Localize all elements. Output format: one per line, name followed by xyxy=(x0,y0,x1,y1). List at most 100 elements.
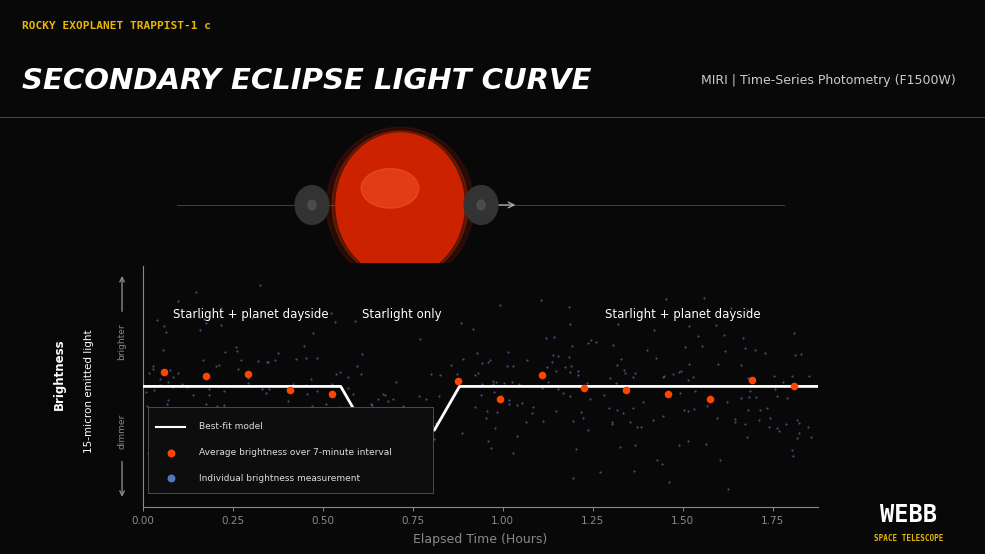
Point xyxy=(776,382,792,391)
Point xyxy=(152,417,167,425)
Point xyxy=(510,380,526,389)
Point xyxy=(213,321,229,330)
Point xyxy=(465,325,481,334)
Point xyxy=(565,474,581,483)
Point xyxy=(727,418,743,427)
Point xyxy=(658,295,674,304)
Point xyxy=(298,353,314,362)
Text: Individual brightness measurement: Individual brightness measurement xyxy=(199,474,361,483)
Point xyxy=(424,370,439,378)
Point xyxy=(198,319,214,327)
Point xyxy=(278,463,294,472)
Point xyxy=(302,420,318,429)
Point xyxy=(601,403,617,412)
Point xyxy=(741,373,756,382)
Point xyxy=(258,388,274,397)
Point xyxy=(742,392,757,401)
Point xyxy=(324,380,340,389)
Point xyxy=(159,327,174,336)
Point xyxy=(166,414,182,423)
Point xyxy=(328,370,344,379)
Point xyxy=(412,335,427,343)
Text: ROCKY EXOPLANET TRAPPIST-1 c: ROCKY EXOPLANET TRAPPIST-1 c xyxy=(22,21,211,31)
Point xyxy=(486,387,501,396)
Point xyxy=(209,402,225,411)
Point xyxy=(243,422,259,430)
Point xyxy=(160,377,175,386)
Point xyxy=(524,409,540,418)
Point xyxy=(485,377,500,386)
Point xyxy=(602,373,618,382)
Point xyxy=(626,467,642,476)
Point xyxy=(719,398,735,407)
Point xyxy=(323,309,339,318)
Point xyxy=(525,402,541,411)
Point xyxy=(672,388,688,397)
Point xyxy=(397,423,413,432)
Point xyxy=(240,407,256,416)
Point xyxy=(698,439,714,448)
Point xyxy=(580,425,596,434)
Point xyxy=(455,355,471,363)
Point xyxy=(723,304,739,313)
Point xyxy=(157,321,172,330)
Point xyxy=(230,365,246,373)
Point xyxy=(605,417,621,426)
Point xyxy=(299,390,315,399)
Point xyxy=(471,368,487,377)
Point xyxy=(671,440,687,449)
Ellipse shape xyxy=(361,168,419,208)
Point xyxy=(627,368,643,377)
Point xyxy=(562,391,578,400)
Point xyxy=(709,414,725,423)
Point xyxy=(789,434,805,443)
Point xyxy=(324,417,340,425)
Point xyxy=(156,367,171,376)
Point xyxy=(370,394,386,403)
Point xyxy=(318,410,334,419)
Point xyxy=(474,391,490,399)
Point xyxy=(503,378,519,387)
Point xyxy=(800,422,816,431)
Point xyxy=(568,445,584,454)
Point xyxy=(309,387,325,396)
Point xyxy=(201,391,217,399)
Point xyxy=(303,375,319,383)
Point xyxy=(163,434,178,443)
Point xyxy=(681,407,696,416)
Point xyxy=(535,417,551,425)
Point xyxy=(498,362,514,371)
Point xyxy=(468,382,484,391)
Point xyxy=(240,374,256,383)
Point xyxy=(801,372,817,381)
Point xyxy=(789,416,805,425)
Text: Brightness: Brightness xyxy=(52,338,66,410)
Point xyxy=(261,406,277,415)
Point xyxy=(230,347,245,356)
Point xyxy=(400,483,416,492)
Point xyxy=(161,396,176,404)
Point xyxy=(785,452,801,460)
Point xyxy=(192,312,208,321)
Point xyxy=(786,381,802,390)
Point xyxy=(252,418,268,427)
Text: MIRI | Time-Series Photometry (F1500W): MIRI | Time-Series Photometry (F1500W) xyxy=(700,74,955,88)
Point xyxy=(218,347,233,356)
Point xyxy=(350,362,365,371)
Point xyxy=(375,432,391,441)
Point xyxy=(687,405,702,414)
Point xyxy=(442,360,458,369)
Point xyxy=(383,437,399,446)
Point xyxy=(716,330,732,339)
Point xyxy=(333,429,349,438)
Point xyxy=(450,377,466,386)
Point xyxy=(165,373,181,382)
Point xyxy=(480,358,495,367)
Point xyxy=(678,342,693,351)
Point xyxy=(655,373,671,382)
Point xyxy=(551,352,566,361)
Point xyxy=(254,384,270,393)
Point xyxy=(212,361,228,370)
Point xyxy=(769,424,785,433)
Point xyxy=(749,381,764,390)
